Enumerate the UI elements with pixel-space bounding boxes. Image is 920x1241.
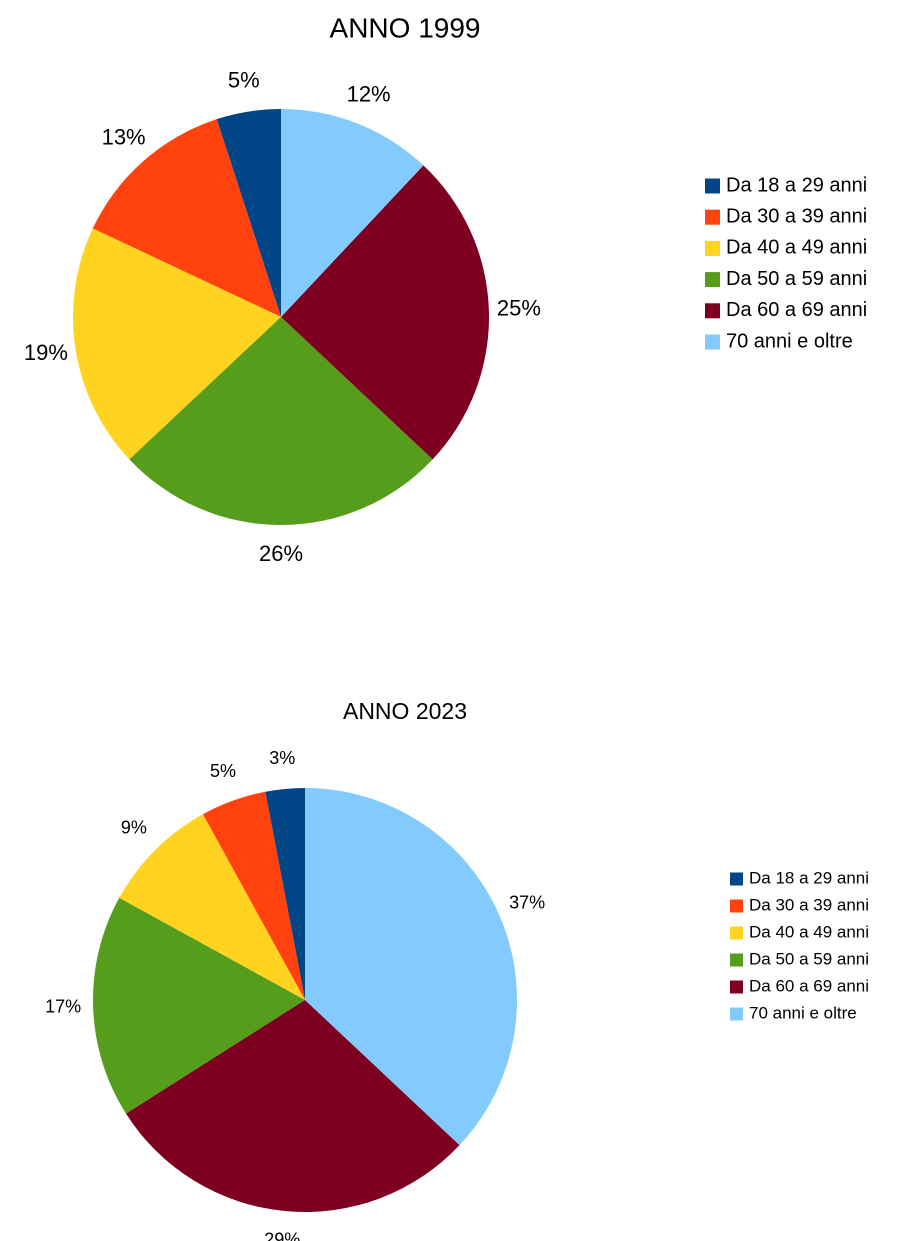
legend-label: Da 40 a 49 anni (749, 922, 869, 941)
legend-swatch (730, 926, 743, 940)
legend-label: 70 anni e oltre (749, 1003, 857, 1022)
legend-label: Da 50 a 59 anni (726, 268, 867, 290)
legend-label: Da 30 a 39 anni (749, 895, 869, 914)
slice-label: 9% (121, 818, 147, 838)
legend-swatch (730, 872, 743, 886)
legend-label: Da 18 a 29 anni (749, 868, 869, 887)
legend-swatch (730, 899, 743, 913)
pie-slice (92, 119, 281, 318)
pie-slice (265, 788, 305, 1000)
slice-label: 25% (497, 295, 541, 320)
pie-slice (281, 165, 489, 460)
slice-label: 29% (264, 1230, 300, 1241)
legend-swatch (730, 953, 743, 967)
legend-swatch (705, 334, 720, 350)
legend-label: 70 anni e oltre (726, 330, 853, 352)
legend-swatch (730, 1007, 743, 1021)
pie-slice (281, 109, 424, 317)
legend-label: Da 50 a 59 anni (749, 949, 869, 968)
pie-slice (216, 109, 281, 317)
slice-label: 19% (24, 340, 68, 365)
legend-swatch (705, 209, 720, 225)
pie-slice (129, 317, 433, 526)
legend-label: Da 18 a 29 anni (726, 174, 867, 196)
legend-label: Da 30 a 39 anni (726, 205, 867, 227)
slice-label: 5% (210, 761, 236, 781)
slice-label: 37% (509, 893, 545, 913)
legend-swatch (705, 272, 720, 288)
chart-title: ANNO 1999 (330, 12, 481, 43)
legend-swatch (705, 178, 720, 194)
pie-slice (72, 228, 281, 460)
legend-swatch (730, 980, 743, 994)
legend-label: Da 60 a 69 anni (726, 299, 867, 321)
slice-label: 26% (259, 541, 303, 566)
pie-slice (126, 1000, 460, 1213)
legend-label: Da 40 a 49 anni (726, 237, 867, 259)
slice-label: 3% (269, 748, 295, 768)
slice-label: 13% (102, 124, 146, 149)
chart-title: ANNO 2023 (343, 698, 467, 724)
slice-label: 12% (347, 82, 391, 107)
slice-label: 5% (228, 68, 260, 93)
pie-slice (305, 788, 517, 1146)
legend-swatch (705, 240, 720, 256)
pie-slice (119, 814, 305, 1000)
legend-swatch (705, 303, 720, 319)
pie-slice (202, 791, 305, 1000)
slice-label: 17% (45, 996, 81, 1016)
pie-slice (93, 897, 305, 1114)
legend-label: Da 60 a 69 anni (749, 976, 869, 995)
